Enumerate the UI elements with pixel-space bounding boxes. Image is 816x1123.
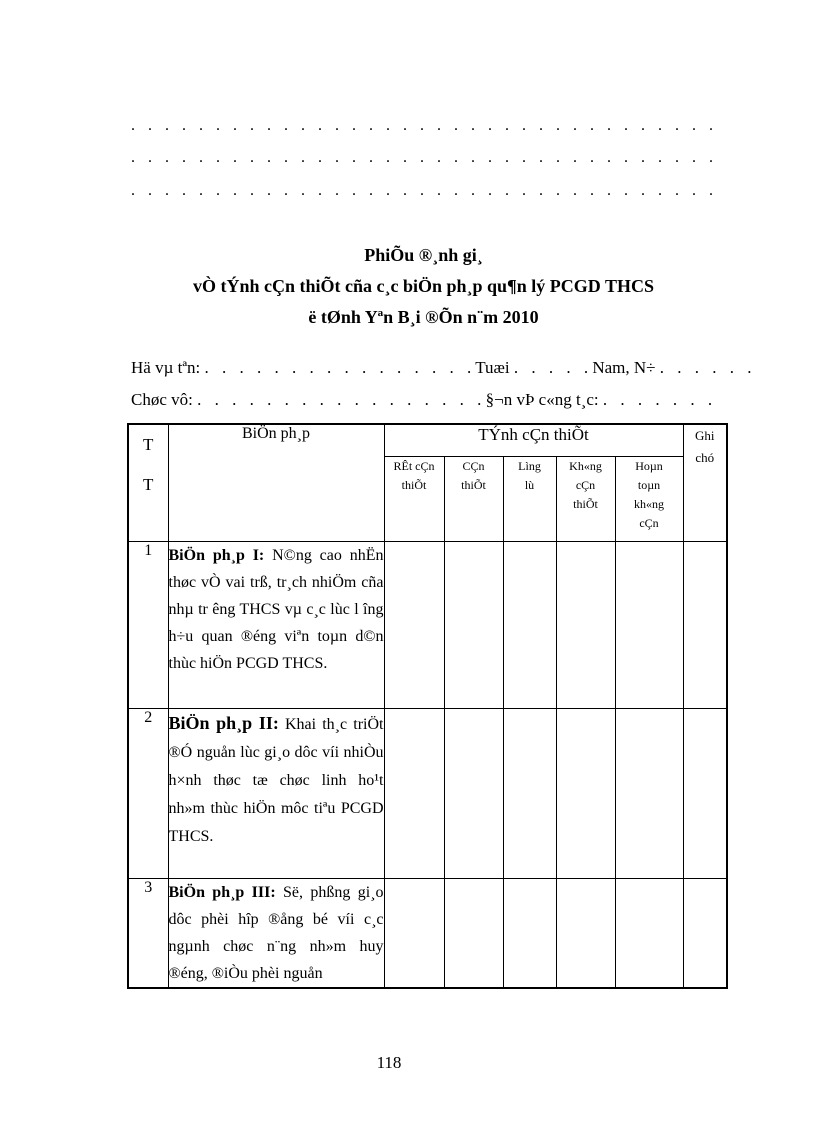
header-can-thiet: CÇn thiÕt — [443, 455, 504, 542]
age-fill-dots[interactable]: . . . . . — [513, 358, 589, 377]
dotted-fill-line[interactable]: . . . . . . . . . . . . . . . . . . . . … — [131, 150, 713, 166]
name-label: Hä vµ tªn: — [131, 358, 201, 377]
form-line-name: Hä vµ tªn: . . . . . . . . . . . . . . .… — [131, 358, 751, 378]
header-hoan-toan-khong-can: Hoµn toµn kh«ng cÇn — [614, 455, 684, 542]
gender-fill-dots[interactable]: . . . . . . — [659, 358, 752, 377]
header-khong-can-thiet: Kh«ng cÇn thiÕt — [555, 455, 616, 542]
name-fill-dots[interactable]: . . . . . . . . . . . . . . . . — [204, 358, 472, 377]
rating-cell[interactable] — [614, 707, 684, 879]
rating-cell[interactable] — [555, 877, 616, 989]
row-number: 1 — [127, 540, 169, 709]
unit-label: §¬n vÞ c«ng t¸c: — [485, 390, 599, 409]
measure-label: BiÖn ph¸p II: — [168, 712, 279, 733]
measure-description: N©ng cao nhËn thøc vÒ vai trß, tr¸ch nhi… — [168, 546, 384, 672]
note-cell[interactable] — [682, 707, 728, 879]
measure-text-cell: BiÖn ph¸p I: N©ng cao nhËn thøc vÒ vai t… — [167, 540, 385, 709]
page-number: 118 — [376, 1053, 402, 1072]
age-label: Tuæi — [475, 358, 510, 377]
row-number: 3 — [127, 877, 169, 989]
table-row: 2 BiÖn ph¸p II: Khai th¸c triÖt ®Ó nguån… — [127, 707, 728, 879]
row-number: 2 — [127, 707, 169, 879]
rating-cell[interactable] — [383, 877, 445, 989]
form-title-line2: vÒ tÝnh cÇn thiÕt cña c¸c biÖn ph¸p qu¶n… — [193, 276, 654, 296]
measure-description: Khai th¸c triÖt ®Ó nguån lùc gi¸o dôc ví… — [168, 715, 384, 845]
note-cell[interactable] — [682, 540, 728, 709]
rating-cell[interactable] — [502, 877, 557, 989]
rating-table: T T BiÖn ph¸p TÝnh cÇn thiÕt Ghi chó RÊt… — [127, 423, 729, 989]
header-bien-phap: BiÖn ph¸p — [167, 423, 385, 542]
header-tt: T T — [127, 423, 169, 542]
position-fill-dots[interactable]: . . . . . . . . . . . . . . . . . — [197, 390, 482, 409]
rating-cell[interactable] — [502, 540, 557, 709]
measure-description: Së, phßng gi¸o dôc phèi hîp ®ång bé víi … — [168, 883, 384, 982]
form-title-line3: ë tØnh Yªn B¸i ®Õn n¨m 2010 — [308, 307, 539, 327]
measure-label: BiÖn ph¸p I: — [168, 546, 265, 564]
rating-cell[interactable] — [614, 540, 684, 709]
position-label: Chøc vô: — [131, 390, 193, 409]
measure-text-cell: BiÖn ph¸p III: Së, phßng gi¸o dôc phèi h… — [167, 877, 385, 989]
table-row: 1 BiÖn ph¸p I: N©ng cao nhËn thøc vÒ vai… — [127, 540, 728, 709]
dotted-fill-line[interactable]: . . . . . . . . . . . . . . . . . . . . … — [131, 118, 713, 134]
note-cell[interactable] — [682, 877, 728, 989]
form-title: PhiÕu ®¸nh gi¸ vÒ tÝnh cÇn thiÕt cña c¸c… — [131, 240, 716, 333]
form-line-position: Chøc vô: . . . . . . . . . . . . . . . .… — [131, 390, 731, 410]
gender-label: Nam, N÷ — [592, 358, 656, 377]
header-tinh-can-thiet: TÝnh cÇn thiÕt — [383, 423, 684, 457]
rating-cell[interactable] — [555, 540, 616, 709]
dotted-fill-line[interactable]: . . . . . . . . . . . . . . . . . . . . … — [131, 183, 713, 199]
measure-label: BiÖn ph¸p III: — [168, 883, 276, 901]
measure-text-cell: BiÖn ph¸p II: Khai th¸c triÖt ®Ó nguån l… — [167, 707, 385, 879]
rating-cell[interactable] — [383, 540, 445, 709]
rating-cell[interactable] — [383, 707, 445, 879]
rating-cell[interactable] — [502, 707, 557, 879]
header-luong-lu: Lìng lù — [502, 455, 557, 542]
rating-cell[interactable] — [555, 707, 616, 879]
rating-cell[interactable] — [443, 540, 504, 709]
header-rat-can-thiet: RÊt cÇn thiÕt — [383, 455, 445, 542]
form-title-line1: PhiÕu ®¸nh gi¸ — [364, 245, 483, 265]
table-row: 3 BiÖn ph¸p III: Së, phßng gi¸o dôc phèi… — [127, 877, 728, 989]
unit-fill-dots[interactable]: . . . . . . . — [602, 390, 713, 409]
rating-cell[interactable] — [443, 707, 504, 879]
rating-cell[interactable] — [443, 877, 504, 989]
rating-cell[interactable] — [614, 877, 684, 989]
header-ghi-chu: Ghi chó — [682, 423, 728, 542]
